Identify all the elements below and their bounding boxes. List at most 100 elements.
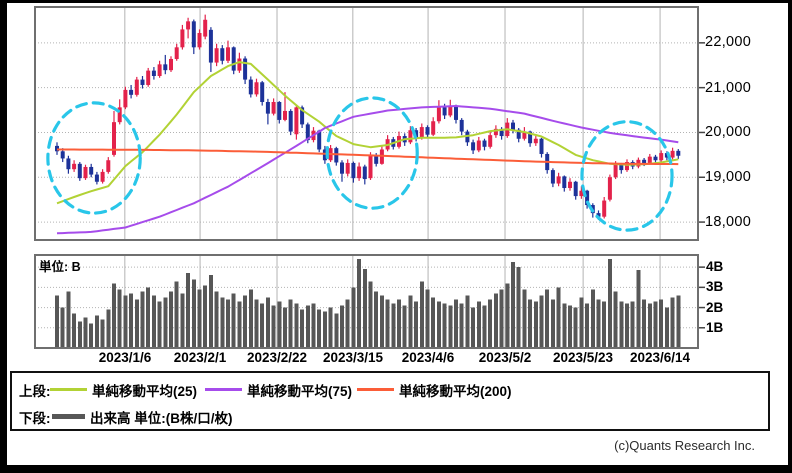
volume-bar — [505, 283, 510, 348]
candle-up — [254, 82, 259, 95]
candle-down — [573, 181, 578, 197]
volume-bar — [237, 301, 242, 348]
volume-bar — [72, 313, 77, 348]
candle-down — [260, 82, 265, 102]
volume-bar — [55, 295, 59, 348]
volume-bar — [140, 291, 145, 348]
ma75-swatch — [205, 388, 242, 391]
volume-bar — [186, 273, 191, 348]
volume-bar — [157, 301, 162, 348]
volume-bar — [636, 270, 641, 348]
candle-up — [134, 79, 139, 95]
price-axis-tick: 19,000 — [705, 169, 752, 185]
candle-down — [425, 127, 430, 135]
candle-down — [528, 131, 533, 144]
candle-up — [647, 156, 652, 164]
candle-up — [419, 127, 424, 138]
volume-bar — [562, 303, 567, 348]
volume-bar — [573, 307, 578, 348]
volume-bar — [214, 291, 219, 348]
candle-down — [208, 29, 213, 63]
candle-up — [568, 181, 572, 189]
candle-down — [248, 79, 253, 95]
candle-up — [214, 48, 219, 63]
candle-up — [408, 130, 413, 143]
candle-down — [340, 162, 344, 174]
date-axis-tick: 2023/3/15 — [322, 350, 384, 365]
highlight-ellipse — [580, 120, 674, 232]
volume-bar — [379, 295, 384, 348]
volume-bar — [414, 301, 419, 348]
frame-border-right — [788, 0, 792, 473]
date-axis-tick: 2023/1/6 — [98, 350, 152, 365]
volume-bar — [368, 281, 373, 348]
candle-up — [112, 122, 116, 155]
candle-down — [550, 170, 555, 184]
highlight-ellipse — [325, 96, 419, 210]
candle-down — [362, 166, 367, 180]
candle-up — [83, 166, 88, 179]
highlight-ellipse — [46, 101, 142, 215]
candle-up — [357, 166, 362, 179]
candle-up — [180, 29, 185, 48]
volume-bar — [226, 299, 230, 348]
volume-bar — [425, 289, 430, 348]
date-axis-tick: 2023/4/6 — [401, 350, 455, 365]
candle-up — [448, 105, 453, 116]
date-axis-tick: 2023/6/14 — [629, 350, 691, 365]
volume-bar — [163, 297, 168, 348]
candle-up — [72, 163, 77, 170]
volume-bar — [516, 267, 521, 348]
candle-up — [174, 47, 179, 59]
ma-line-2 — [57, 148, 679, 166]
volume-bar — [442, 303, 447, 348]
volume-bar — [300, 309, 305, 348]
date-axis-tick: 2023/5/23 — [552, 350, 614, 365]
volume-bar — [642, 299, 647, 348]
volume-bar — [203, 285, 208, 348]
volume-legend-label: 出来高 単位:(B株/口/枚) — [90, 411, 233, 426]
volume-bar — [77, 321, 82, 348]
volume-bar — [402, 305, 407, 348]
volume-bar — [243, 295, 248, 348]
candle-up — [106, 160, 111, 172]
volume-bar — [585, 303, 590, 348]
volume-axis-tick: 4B — [706, 259, 724, 274]
volume-bar — [260, 303, 265, 348]
volume-bar — [134, 299, 139, 348]
volume-bar — [482, 305, 487, 348]
candle-up — [294, 107, 299, 135]
volume-bar — [471, 307, 476, 348]
volume-bar — [89, 323, 94, 348]
volume-bar — [112, 283, 116, 348]
candle-down — [351, 162, 356, 179]
candle-up — [625, 162, 629, 171]
candle-down — [89, 166, 94, 175]
candle-down — [317, 130, 322, 150]
volume-bar — [522, 289, 527, 348]
candle-up — [556, 176, 561, 184]
volume-bar — [397, 299, 401, 348]
volume-bar — [191, 279, 196, 348]
volume-bar — [317, 309, 322, 348]
candle-up — [197, 32, 202, 48]
candle-up — [100, 171, 105, 182]
volume-bar — [83, 317, 88, 348]
volume-bar — [231, 293, 236, 348]
volume-bar — [151, 295, 156, 348]
volume-bar — [174, 281, 179, 348]
volume-bar — [568, 305, 572, 348]
volume-axis-tick: 3B — [706, 279, 724, 294]
candle-up — [203, 19, 208, 37]
volume-bar — [431, 297, 436, 348]
volume-bar — [311, 303, 316, 348]
candle-down — [471, 142, 476, 151]
candle-down — [596, 213, 601, 217]
volume-bar — [539, 295, 544, 348]
volume-bar — [454, 299, 458, 348]
candle-up — [607, 177, 612, 200]
volume-bar — [117, 289, 122, 348]
volume-bar — [607, 259, 612, 348]
volume-bar — [271, 305, 276, 348]
candle-down — [454, 105, 458, 120]
